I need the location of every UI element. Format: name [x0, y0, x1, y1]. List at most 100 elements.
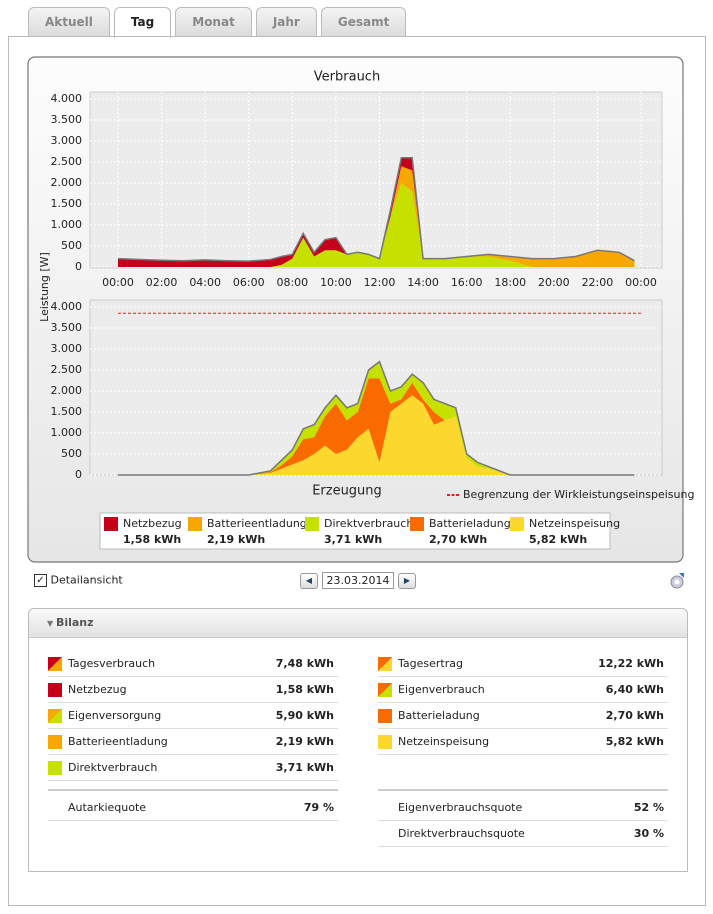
x-tick-label: 00:00	[625, 276, 657, 289]
row-icon	[48, 708, 62, 723]
y-tick-label: 3.500	[51, 321, 83, 334]
content-frame	[8, 36, 706, 906]
row-icon	[48, 682, 62, 697]
quote-value: 52 %	[633, 801, 664, 814]
y-tick-label: 1.000	[51, 426, 83, 439]
quote-label: Autarkiequote	[68, 801, 147, 814]
y-tick-label: 4.000	[51, 300, 83, 313]
row-label: Netzeinspeisung	[398, 735, 490, 748]
row-value: 5,82 kWh	[605, 735, 664, 748]
y-tick-label: 1.500	[51, 405, 83, 418]
quote-value: 30 %	[633, 827, 664, 840]
row-icon	[48, 734, 62, 749]
y-tick-label: 2.500	[51, 155, 83, 168]
row-icon	[48, 656, 62, 671]
chart-title: Verbrauch	[314, 70, 380, 85]
legend-swatch	[305, 517, 319, 531]
legend-energy: 1,58 kWh	[123, 533, 181, 546]
controls: ✓ Detailansicht ◀ 23.03.2014 ▶	[34, 572, 694, 590]
row-value: 1,58 kWh	[275, 683, 334, 696]
row-icon	[378, 708, 392, 723]
legend-swatch	[410, 517, 424, 531]
y-tick-label: 3.000	[51, 342, 83, 355]
y-tick-label: 4.000	[51, 92, 83, 105]
row-value: 6,40 kWh	[605, 683, 664, 696]
tab[interactable]: Gesamt	[320, 7, 407, 36]
detail-toggle[interactable]: ✓ Detailansicht	[34, 573, 123, 587]
plot-area	[89, 91, 663, 269]
limit-legend-label: Begrenzung der Wirkleistungseinspeisung	[463, 488, 694, 501]
legend-swatch	[188, 517, 202, 531]
tab[interactable]: Tag	[113, 7, 172, 38]
row-value: 2,70 kWh	[605, 709, 664, 722]
legend-label: Direktverbrauch	[324, 517, 413, 530]
x-tick-label: 02:00	[146, 276, 178, 289]
spacer	[378, 755, 668, 781]
quote-value: 79 %	[303, 801, 334, 814]
y-tick-label: 500	[61, 239, 82, 252]
detail-label: Detailansicht	[50, 573, 123, 587]
legend-energy: 2,70 kWh	[429, 533, 487, 546]
bilanz-row: Eigenversorgung 5,90 kWh	[48, 703, 338, 729]
next-day[interactable]: ▶	[397, 572, 416, 589]
row-label: Tagesertrag	[398, 657, 463, 670]
y-tick-label: 0	[75, 260, 82, 273]
quote-label: Eigenverbrauchsquote	[398, 801, 523, 814]
bilanz-row: Eigenverbrauch 6,40 kWh	[378, 677, 668, 703]
row-label: Direktverbrauch	[68, 761, 158, 774]
tab[interactable]: Aktuell	[28, 7, 110, 36]
row-icon	[378, 682, 392, 697]
row-value: 3,71 kWh	[275, 761, 334, 774]
settings-icon[interactable]	[668, 572, 686, 590]
area	[118, 166, 635, 267]
date-field[interactable]: 23.03.2014	[321, 572, 395, 589]
date-picker: ◀ 23.03.2014 ▶	[300, 572, 416, 589]
x-tick-label: 00:00	[102, 276, 134, 289]
bilanz-row: Tagesertrag 12,22 kWh	[378, 651, 668, 677]
legend-swatch	[510, 517, 524, 531]
checkbox[interactable]: ✓	[34, 573, 47, 587]
tab[interactable]: Monat	[175, 7, 252, 36]
chart-panel: 0 500 1.000 1.500 2.000 2.500 3.000 3.500 4.000 0…	[27, 56, 694, 563]
area	[118, 378, 635, 475]
legend-energy: 2,19 kWh	[207, 533, 265, 546]
tab-bar: Aktuell Tag Monat Jahr Gesamt	[28, 7, 407, 38]
y-tick-label: 0	[75, 468, 82, 481]
prev-day[interactable]: ◀	[300, 572, 318, 589]
quote-label: Direktverbrauchsquote	[398, 827, 525, 840]
legend-energy: 5,82 kWh	[529, 533, 587, 546]
y-tick-label: 3.000	[51, 134, 83, 147]
bilanz-title: Bilanz	[55, 616, 94, 629]
legend-energy: 3,71 kWh	[324, 533, 382, 546]
row-value: 12,22 kWh	[598, 657, 664, 670]
row-label: Tagesverbrauch	[68, 657, 156, 670]
x-tick-label: 16:00	[451, 276, 483, 289]
legend-label: Batterieentladung	[207, 517, 307, 530]
tab[interactable]: Jahr	[255, 7, 317, 36]
y-tick-label: 3.500	[51, 113, 83, 126]
bilanz-right: Tagesertrag 12,22 kWh Eigenverbrauch 6,40 k…	[378, 651, 668, 847]
total-outline	[117, 157, 635, 262]
row-icon	[378, 656, 392, 671]
y-tick-label: 500	[61, 447, 82, 460]
x-tick-label: 22:00	[582, 276, 614, 289]
quote-row: Direktverbrauchsquote 30 %	[378, 821, 668, 847]
y-tick-label: 1.500	[51, 197, 83, 210]
area	[118, 395, 635, 475]
legend-label: Netzeinspeisung	[529, 517, 620, 530]
row-label: Netzbezug	[68, 683, 127, 696]
bilanz-header[interactable]: ▼ Bilanz	[29, 609, 687, 638]
y-tick-label: 2.000	[51, 384, 83, 397]
x-tick-label: 14:00	[407, 276, 439, 289]
legend-label: Batterieladung	[429, 517, 511, 530]
bilanz-row: Tagesverbrauch 7,48 kWh	[48, 651, 338, 677]
y-tick-label: 1.000	[51, 218, 83, 231]
row-label: Batterieentladung	[68, 735, 168, 748]
separator	[378, 781, 668, 791]
y-axis-label: Leistung [W]	[38, 252, 51, 322]
row-label: Eigenversorgung	[68, 709, 162, 722]
row-label: Batterieladung	[398, 709, 480, 722]
row-icon	[378, 734, 392, 749]
bilanz-row: Netzeinspeisung 5,82 kWh	[378, 729, 668, 755]
